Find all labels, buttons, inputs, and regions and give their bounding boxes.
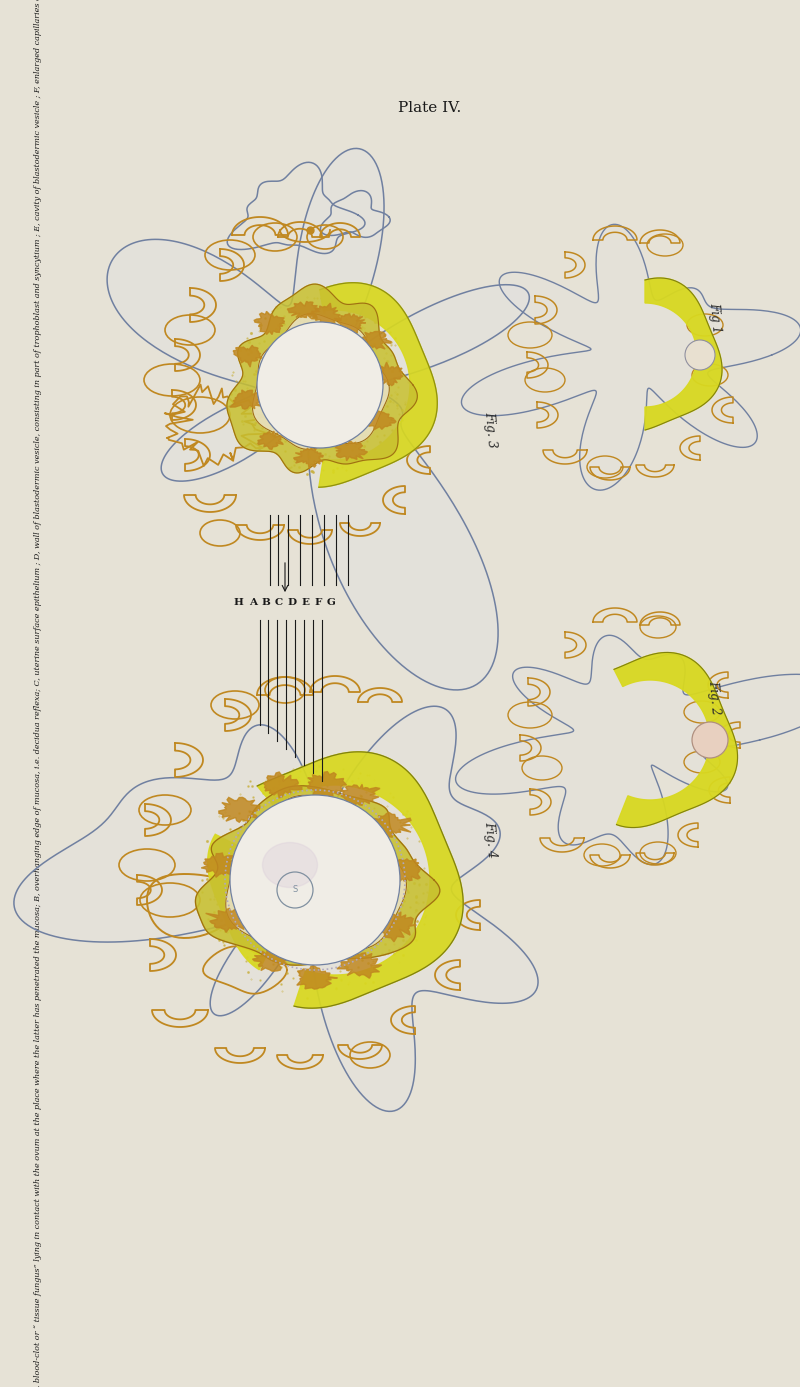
- Polygon shape: [253, 313, 390, 449]
- Text: S: S: [292, 885, 298, 895]
- Polygon shape: [455, 635, 800, 864]
- Polygon shape: [202, 853, 239, 878]
- Polygon shape: [230, 390, 264, 409]
- Ellipse shape: [262, 842, 318, 888]
- Polygon shape: [287, 301, 320, 319]
- Text: H: H: [233, 598, 243, 608]
- Polygon shape: [208, 834, 274, 970]
- Polygon shape: [378, 362, 402, 386]
- Polygon shape: [195, 786, 440, 965]
- Circle shape: [685, 340, 715, 370]
- Text: E: E: [301, 598, 309, 608]
- Polygon shape: [360, 331, 391, 350]
- Polygon shape: [258, 431, 283, 449]
- Polygon shape: [254, 311, 285, 334]
- Text: Plate IV.: Plate IV.: [398, 101, 462, 115]
- Polygon shape: [645, 277, 722, 430]
- Text: D: D: [287, 598, 297, 608]
- Polygon shape: [462, 225, 800, 490]
- Polygon shape: [374, 813, 411, 839]
- Polygon shape: [227, 284, 418, 473]
- Polygon shape: [378, 911, 416, 942]
- Polygon shape: [363, 411, 396, 430]
- Circle shape: [257, 322, 383, 448]
- Circle shape: [692, 723, 728, 759]
- Text: Fig. 4: Fig. 4: [482, 821, 498, 859]
- Polygon shape: [253, 947, 289, 971]
- Text: Schematic representation of the embedding of the ovum, the figures being enlarge: Schematic representation of the embeddin…: [34, 0, 42, 1387]
- Polygon shape: [219, 798, 260, 822]
- Text: A: A: [249, 598, 257, 608]
- Polygon shape: [264, 773, 302, 798]
- Polygon shape: [614, 652, 738, 828]
- Text: G: G: [326, 598, 335, 608]
- Text: Fig 1: Fig 1: [707, 302, 723, 334]
- Text: F: F: [314, 598, 322, 608]
- Polygon shape: [388, 859, 421, 884]
- Polygon shape: [334, 313, 366, 333]
- Polygon shape: [294, 448, 323, 469]
- Polygon shape: [233, 345, 262, 368]
- Polygon shape: [335, 441, 367, 460]
- Polygon shape: [14, 706, 538, 1111]
- Polygon shape: [319, 283, 438, 487]
- Polygon shape: [307, 304, 341, 325]
- Text: B: B: [262, 598, 270, 608]
- Polygon shape: [206, 908, 250, 932]
- Polygon shape: [297, 965, 338, 989]
- Polygon shape: [337, 951, 382, 978]
- Text: Fig. 2: Fig. 2: [706, 680, 722, 716]
- Text: Fig. 3: Fig. 3: [482, 411, 498, 449]
- Polygon shape: [308, 771, 346, 800]
- Polygon shape: [226, 795, 406, 957]
- Circle shape: [230, 795, 400, 965]
- Polygon shape: [341, 785, 380, 806]
- Text: C: C: [275, 598, 283, 608]
- Polygon shape: [257, 752, 463, 1008]
- Polygon shape: [107, 148, 530, 689]
